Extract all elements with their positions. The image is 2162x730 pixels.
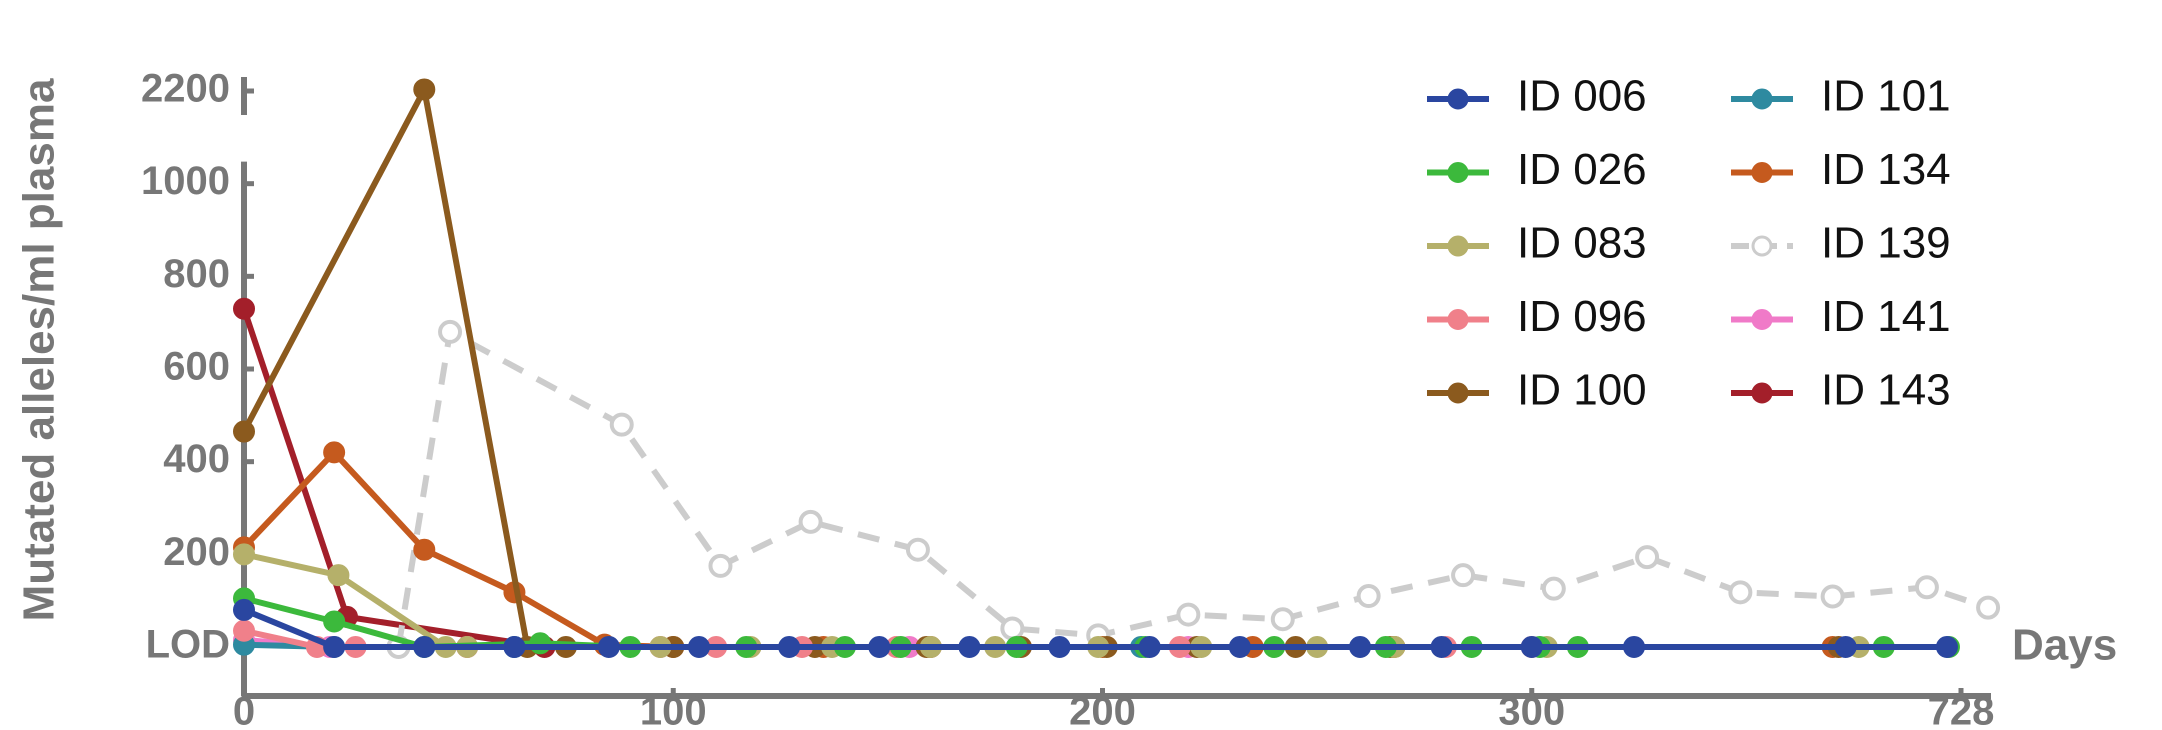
legend-label: ID 143 <box>1821 366 1951 415</box>
series <box>386 319 2001 659</box>
point <box>1356 584 1381 609</box>
legend-label: ID 139 <box>1821 219 1951 268</box>
point <box>1520 636 1543 658</box>
legend-label: ID 100 <box>1517 366 1647 415</box>
x-tick-label: 728 <box>1928 690 1995 730</box>
point <box>1541 576 1566 601</box>
legend-label: ID 101 <box>1821 72 1951 121</box>
point <box>1176 602 1201 627</box>
legend-label: ID 096 <box>1517 292 1647 341</box>
point <box>1834 636 1857 658</box>
series-line <box>395 328 1990 648</box>
x-tick-label: 0 <box>233 690 255 730</box>
point <box>905 537 930 562</box>
legend-label: ID 141 <box>1821 292 1951 341</box>
point <box>1430 636 1453 658</box>
point <box>868 636 891 658</box>
point <box>503 636 526 658</box>
point <box>1270 607 1295 632</box>
legend-marker <box>1447 309 1469 330</box>
legend-marker <box>1751 162 1773 183</box>
y-tick-label: 800 <box>163 252 230 296</box>
legend-marker <box>1751 382 1773 404</box>
legend-marker <box>1447 162 1469 183</box>
point <box>1935 636 1958 658</box>
x-tick-label: 100 <box>640 690 707 730</box>
legend-marker <box>1751 235 1773 257</box>
series <box>233 297 556 658</box>
legend-marker <box>1447 382 1469 404</box>
point <box>708 553 733 578</box>
point <box>688 636 711 658</box>
point <box>529 632 552 655</box>
point <box>413 538 436 561</box>
y-tick-label: 2200 <box>141 67 230 111</box>
point <box>1976 595 2001 620</box>
y-tick-label: 600 <box>163 345 230 389</box>
series <box>233 441 1844 658</box>
point <box>233 598 255 621</box>
point <box>413 78 436 101</box>
point <box>1000 616 1025 641</box>
y-tick-label: 400 <box>163 437 230 481</box>
point <box>323 610 346 633</box>
point <box>1228 636 1251 658</box>
point <box>1635 545 1660 570</box>
point <box>1914 575 1939 600</box>
y-tick-label: 200 <box>163 530 230 574</box>
legend-label: ID 006 <box>1517 72 1647 121</box>
legend-marker <box>1447 235 1469 257</box>
x-axis-label: Days <box>2012 621 2117 670</box>
point <box>323 441 346 464</box>
point <box>233 543 255 566</box>
point <box>609 412 634 437</box>
point <box>778 636 801 658</box>
series-line <box>242 607 1947 650</box>
legend-marker <box>1751 309 1773 330</box>
point <box>1138 636 1161 658</box>
point <box>438 319 463 344</box>
point <box>1728 580 1753 605</box>
point <box>413 636 436 658</box>
y-tick-label: 1000 <box>141 159 230 203</box>
point <box>327 564 350 587</box>
series <box>233 598 1958 658</box>
legend-marker <box>1447 88 1469 110</box>
point <box>798 509 823 534</box>
point <box>233 297 255 320</box>
legend-label: ID 026 <box>1517 145 1647 194</box>
series-line <box>241 449 1833 650</box>
legend-label: ID 134 <box>1821 145 1951 194</box>
point <box>597 636 620 658</box>
point <box>1623 636 1646 658</box>
point <box>1820 584 1845 609</box>
x-tick-label: 200 <box>1069 690 1136 730</box>
point <box>958 636 981 658</box>
legend-label: ID 083 <box>1517 219 1647 268</box>
x-tick-label: 300 <box>1498 690 1565 730</box>
point <box>233 619 255 642</box>
point <box>1451 563 1476 588</box>
point <box>1048 636 1071 658</box>
y-axis-label: Mutated alleles/ml plasma <box>15 78 64 621</box>
point <box>1349 636 1372 658</box>
point <box>323 636 346 658</box>
legend-marker <box>1751 88 1773 110</box>
series-line <box>241 307 545 650</box>
y-tick-label: LOD <box>146 623 230 667</box>
point <box>233 420 255 443</box>
